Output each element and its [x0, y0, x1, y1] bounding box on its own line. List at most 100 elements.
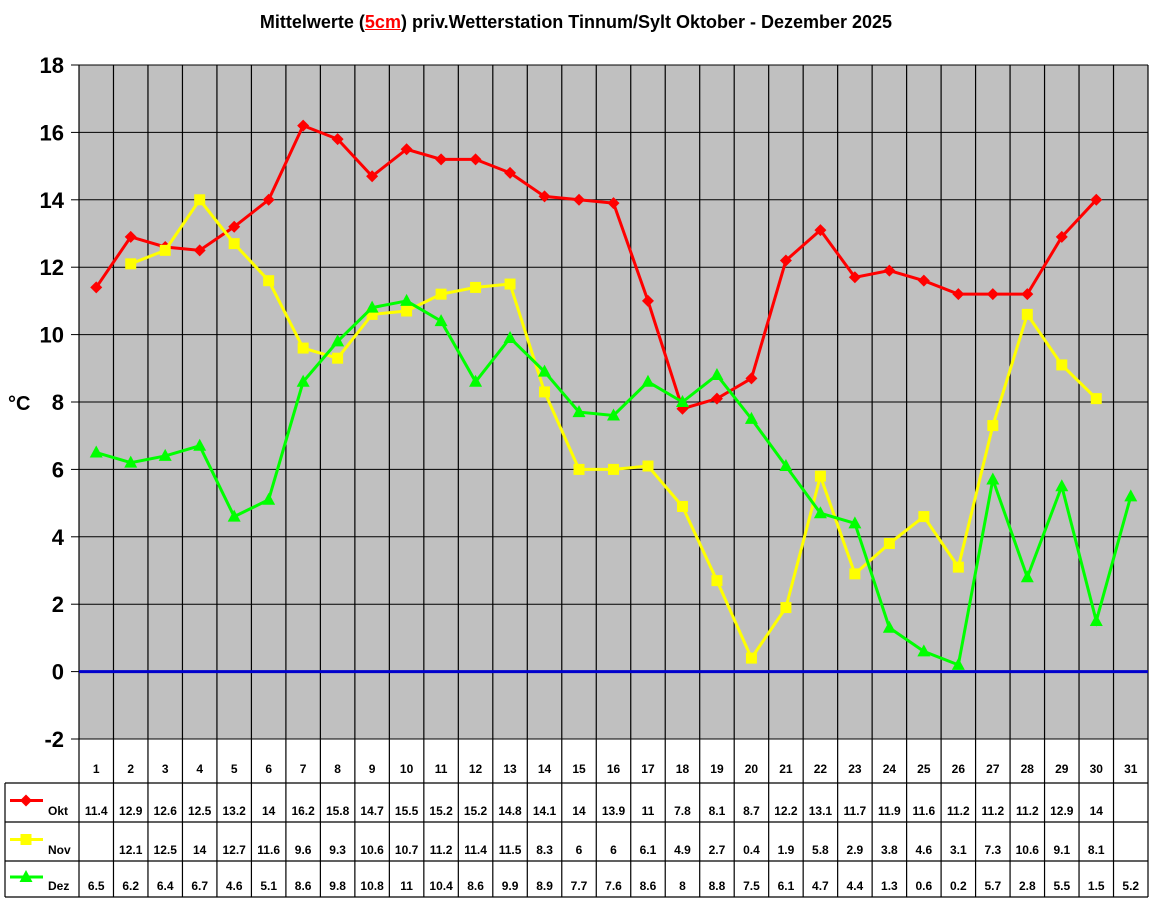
data-label-Nov: 7.3 [984, 843, 1001, 857]
data-point-Dez [469, 374, 483, 387]
data-label-Dez: 7.6 [605, 879, 622, 893]
x-tick-label: 6 [265, 762, 272, 776]
x-tick-label: 26 [952, 762, 966, 776]
y-tick-label: 14 [40, 188, 65, 213]
data-label-Dez: 1.3 [881, 879, 898, 893]
data-point-Okt [814, 224, 827, 237]
y-tick-label: 2 [52, 592, 64, 617]
data-label-Dez: 10.8 [360, 879, 384, 893]
data-point-Dez [365, 300, 379, 313]
data-point-Nov [1056, 359, 1068, 371]
data-point-Dez [434, 314, 448, 327]
data-point-Okt [400, 143, 413, 156]
data-point-Nov [918, 511, 930, 523]
data-label-Nov: 2.7 [709, 843, 726, 857]
data-point-Okt [193, 244, 206, 257]
data-label-Okt: 14.1 [533, 804, 557, 818]
data-point-Okt [607, 197, 620, 210]
data-label-Dez: 4.4 [847, 879, 864, 893]
data-point-Nov [814, 470, 826, 482]
data-point-Nov [642, 460, 654, 472]
x-tick-label: 23 [848, 762, 862, 776]
legend-label-Dez: Dez [48, 879, 69, 893]
data-label-Nov: 3.1 [950, 843, 967, 857]
data-point-Nov [228, 238, 240, 250]
data-label-Dez: 7.5 [743, 879, 760, 893]
data-label-Nov: 9.6 [295, 843, 312, 857]
data-point-Okt [504, 166, 517, 179]
title-depth-highlight: 5cm [364, 12, 401, 32]
data-label-Okt: 14.7 [360, 804, 384, 818]
series-line-Okt [95, 123, 1098, 411]
data-label-Okt: 14 [1090, 804, 1104, 818]
y-tick-label: 0 [52, 660, 64, 685]
data-label-Okt: 15.8 [326, 804, 350, 818]
data-point-Dez [262, 492, 276, 505]
data-point-Okt [641, 294, 654, 307]
data-label-Dez: 6.2 [122, 879, 139, 893]
data-label-Nov: 6.1 [640, 843, 657, 857]
data-point-Nov [539, 386, 551, 398]
title-text: Mittelwerte ( [259, 12, 365, 32]
data-point-Okt [779, 254, 792, 267]
data-label-Dez: 8.6 [295, 879, 312, 893]
x-tick-label: 22 [814, 762, 828, 776]
data-label-Okt: 12.6 [154, 804, 178, 818]
data-point-Dez [89, 445, 103, 458]
data-point-Dez [1089, 614, 1103, 627]
data-point-Okt [710, 392, 723, 405]
data-point-Nov [1090, 393, 1102, 405]
data-label-Nov: 12.5 [154, 843, 178, 857]
data-point-Dez [710, 368, 724, 381]
data-label-Nov: 10.6 [360, 843, 384, 857]
data-label-Nov: 10.6 [1016, 843, 1040, 857]
x-tick-label: 21 [779, 762, 793, 776]
data-label-Dez: 6.1 [778, 879, 795, 893]
data-point-Nov [194, 194, 206, 206]
y-tick-label: 8 [52, 390, 64, 415]
data-label-Dez: 9.9 [502, 879, 519, 893]
data-label-Okt: 8.7 [743, 804, 760, 818]
legend-label-Nov: Nov [48, 843, 71, 857]
data-label-Okt: 13.2 [222, 804, 246, 818]
data-label-Okt: 15.2 [464, 804, 488, 818]
data-point-Okt [124, 230, 137, 243]
data-label-Okt: 11.7 [844, 804, 867, 818]
x-tick-label: 25 [917, 762, 931, 776]
data-label-Dez: 11 [400, 879, 413, 893]
data-point-Dez [158, 448, 172, 461]
data-point-Dez [813, 506, 827, 519]
x-tick-label: 13 [503, 762, 517, 776]
data-label-Dez: 4.7 [812, 879, 829, 893]
data-label-Dez: 8.8 [709, 879, 726, 893]
data-point-Nov [608, 463, 619, 475]
data-point-Okt [366, 170, 379, 183]
x-tick-label: 2 [127, 762, 134, 776]
y-axis-label: °C [8, 393, 30, 415]
y-tick-label: 6 [52, 457, 64, 482]
data-label-Okt: 15.2 [429, 804, 453, 818]
data-label-Nov: 12.7 [222, 843, 246, 857]
data-point-Nov [435, 288, 447, 300]
data-point-Dez [607, 408, 620, 421]
data-label-Dez: 6.4 [157, 879, 174, 893]
y-tick-label: 18 [40, 53, 64, 78]
data-point-Okt [435, 153, 448, 166]
x-tick-label: 17 [641, 762, 655, 776]
x-tick-label: 8 [334, 762, 341, 776]
data-point-Nov [573, 463, 585, 475]
data-label-Nov: 12.1 [119, 843, 143, 857]
data-label-Dez: 8.6 [467, 879, 484, 893]
x-tick-label: 18 [676, 762, 690, 776]
data-point-Okt [986, 288, 999, 301]
data-label-Okt: 8.1 [709, 804, 726, 818]
data-label-Dez: 4.6 [226, 879, 243, 893]
x-tick-label: 16 [607, 762, 621, 776]
x-tick-label: 4 [196, 762, 203, 776]
legend-marker-Nov [20, 834, 32, 845]
data-point-Nov [1021, 308, 1033, 320]
data-point-Okt [331, 133, 344, 146]
data-label-Nov: 4.6 [916, 843, 933, 857]
data-label-Okt: 13.9 [602, 804, 626, 818]
x-tick-label: 30 [1090, 762, 1104, 776]
